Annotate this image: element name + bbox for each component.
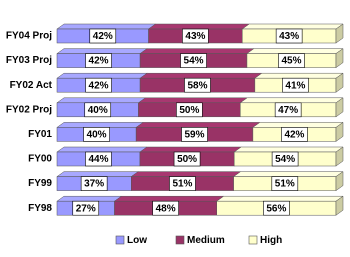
bar-top	[113, 195, 225, 202]
value-label: 37%	[84, 179, 104, 190]
y-tick-label: FY03 Proj	[6, 55, 52, 66]
value-label-box	[80, 176, 108, 191]
bar-top	[56, 171, 140, 177]
legend-label: High	[260, 235, 282, 246]
legend-label: Medium	[187, 235, 225, 246]
bar-top	[56, 195, 123, 202]
value-label-box	[182, 28, 209, 44]
bar-top	[241, 23, 344, 30]
legend-swatch	[248, 235, 258, 245]
legend-label: Low	[127, 235, 147, 246]
value-label-box	[89, 28, 117, 44]
bar-top	[56, 23, 157, 30]
bar-side	[335, 195, 344, 216]
value-label: 56%	[266, 203, 286, 214]
bar-side	[335, 121, 344, 142]
value-label-box	[72, 200, 100, 216]
bar-top	[139, 72, 263, 79]
bar-top	[232, 171, 344, 177]
bar-top	[147, 23, 251, 30]
bar-top	[239, 97, 344, 104]
bar-top	[246, 48, 344, 54]
value-label: 50%	[179, 105, 199, 116]
bar-top	[130, 171, 242, 177]
value-label-box	[275, 28, 303, 44]
bar-side	[335, 48, 344, 69]
value-label-box	[282, 77, 309, 93]
value-label-box	[85, 53, 112, 68]
bar-top	[56, 97, 147, 104]
value-label: 58%	[187, 80, 207, 91]
value-label-box	[274, 102, 302, 118]
value-label: 54%	[184, 56, 204, 67]
bar-side	[335, 171, 344, 192]
legend-swatch	[175, 235, 185, 245]
value-label: 41%	[285, 80, 305, 91]
value-label-box	[181, 127, 208, 142]
y-tick-label: FY02 Proj	[6, 104, 52, 115]
bar-top	[135, 122, 261, 128]
value-label: 47%	[278, 105, 298, 116]
y-tick-label: FY02 Act	[10, 80, 53, 91]
bar-top	[139, 146, 242, 153]
bar-top	[56, 122, 144, 128]
value-label-box	[271, 176, 299, 191]
value-label-box	[169, 176, 196, 191]
bar-side	[335, 97, 344, 118]
bar-side	[335, 23, 344, 44]
value-label: 43%	[185, 31, 205, 42]
value-label: 43%	[279, 31, 299, 42]
value-label: 50%	[177, 154, 197, 165]
value-label: 27%	[76, 203, 96, 214]
value-label-box	[85, 151, 112, 167]
value-label: 40%	[87, 130, 107, 141]
bar-top	[56, 72, 148, 79]
value-label: 54%	[275, 154, 295, 165]
y-tick-label: FY99	[28, 178, 52, 189]
value-label: 59%	[185, 130, 205, 141]
value-label-box	[263, 200, 290, 216]
y-tick-label: FY04 Proj	[6, 31, 52, 42]
value-label: 42%	[89, 56, 109, 67]
value-label-box	[176, 102, 203, 118]
value-label: 42%	[89, 80, 109, 91]
bar-top	[139, 48, 255, 54]
bar-side	[335, 146, 344, 167]
bar-top	[56, 146, 148, 153]
value-label: 40%	[88, 105, 108, 116]
bar-top	[233, 146, 344, 153]
value-label: 44%	[88, 154, 108, 165]
value-label-box	[184, 77, 211, 93]
value-label: 48%	[156, 203, 176, 214]
value-label-box	[271, 151, 299, 167]
value-label-box	[152, 200, 179, 216]
value-label: 42%	[284, 130, 304, 141]
value-label-box	[85, 77, 112, 93]
y-tick-label: FY00	[28, 154, 52, 165]
legend-swatch	[115, 235, 125, 245]
value-label: 45%	[281, 56, 301, 67]
bar-top	[254, 72, 344, 79]
value-label: 51%	[172, 179, 192, 190]
y-tick-label: FY01	[28, 129, 52, 140]
value-label-box	[83, 127, 110, 142]
value-label-box	[173, 151, 201, 167]
value-label: 42%	[93, 31, 113, 42]
y-tick-label: FY98	[28, 203, 52, 214]
value-label-box	[278, 53, 305, 68]
value-label-box	[281, 127, 308, 142]
bar-top	[215, 195, 344, 202]
bar-side	[335, 72, 344, 93]
bar-top	[252, 122, 344, 128]
value-label: 51%	[275, 179, 295, 190]
value-label-box	[180, 53, 207, 68]
value-label-box	[84, 102, 112, 118]
bar-top	[137, 97, 249, 104]
bar-top	[56, 48, 148, 54]
bar-segment	[241, 23, 344, 44]
